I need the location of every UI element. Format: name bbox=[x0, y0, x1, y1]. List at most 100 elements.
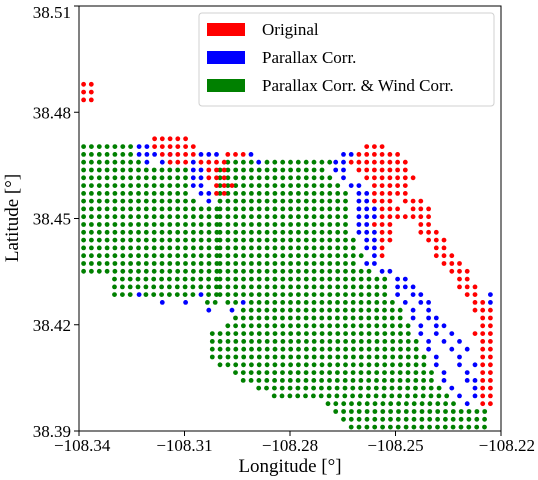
point-parallax bbox=[206, 152, 212, 157]
point-parallax-wind bbox=[280, 354, 286, 360]
point-parallax-wind bbox=[104, 144, 110, 150]
point-parallax-wind bbox=[327, 214, 333, 220]
point-original bbox=[214, 159, 219, 165]
point-parallax-wind bbox=[159, 183, 165, 189]
point-parallax-wind bbox=[128, 198, 134, 204]
point-parallax-wind bbox=[304, 339, 309, 344]
point-parallax-wind bbox=[264, 362, 270, 368]
point-parallax bbox=[248, 152, 254, 157]
point-parallax-wind bbox=[159, 253, 165, 259]
point-parallax-wind bbox=[380, 401, 386, 407]
point-parallax-wind bbox=[382, 331, 388, 336]
point-parallax-wind bbox=[183, 183, 188, 189]
point-parallax bbox=[198, 152, 204, 157]
point-parallax-wind bbox=[303, 175, 309, 181]
point-parallax-wind bbox=[280, 261, 286, 266]
point-parallax-wind bbox=[89, 167, 94, 173]
point-parallax-wind bbox=[159, 198, 165, 204]
point-parallax-wind bbox=[335, 253, 341, 259]
point-original bbox=[159, 136, 165, 142]
point-parallax-wind bbox=[81, 222, 86, 227]
point-parallax-wind bbox=[335, 339, 341, 344]
point-parallax-wind bbox=[358, 339, 364, 344]
point-parallax-wind bbox=[327, 307, 332, 313]
point-parallax-wind bbox=[167, 268, 173, 274]
point-parallax-wind bbox=[335, 292, 341, 297]
point-parallax-wind bbox=[174, 284, 180, 290]
point-parallax-wind bbox=[233, 292, 239, 297]
point-parallax-wind bbox=[335, 268, 341, 274]
point-parallax-wind bbox=[374, 331, 380, 336]
point-parallax-wind bbox=[382, 370, 387, 375]
point-parallax-wind bbox=[272, 214, 278, 220]
x-tick-label: −108.34 bbox=[54, 436, 111, 455]
point-parallax-wind bbox=[482, 416, 487, 422]
point-parallax-wind bbox=[411, 424, 417, 430]
point-original bbox=[206, 159, 212, 165]
point-parallax-wind bbox=[343, 339, 348, 344]
point-parallax-wind bbox=[303, 237, 309, 243]
point-parallax-wind bbox=[233, 245, 239, 251]
point-parallax bbox=[418, 300, 424, 305]
point-parallax-wind bbox=[319, 378, 324, 383]
point-parallax-wind bbox=[198, 237, 204, 243]
point-parallax-wind bbox=[167, 261, 173, 266]
point-parallax-wind bbox=[175, 214, 181, 220]
point-parallax-wind bbox=[256, 370, 262, 375]
point-parallax-wind bbox=[120, 276, 125, 282]
point-parallax-wind bbox=[436, 385, 442, 391]
point-parallax-wind bbox=[175, 229, 181, 235]
point-original bbox=[214, 183, 219, 189]
point-parallax-wind bbox=[335, 370, 340, 375]
point-original bbox=[418, 198, 424, 204]
point-parallax-wind bbox=[256, 300, 262, 305]
point-parallax-wind bbox=[403, 409, 409, 414]
point-parallax-wind bbox=[120, 206, 126, 212]
point-parallax-wind bbox=[413, 385, 418, 391]
point-parallax-wind bbox=[96, 245, 102, 251]
point-parallax-wind bbox=[343, 191, 348, 196]
point-parallax-wind bbox=[350, 268, 356, 274]
point-parallax-wind bbox=[264, 354, 270, 360]
point-parallax-wind bbox=[311, 378, 317, 383]
point-parallax-wind bbox=[405, 362, 411, 368]
point-parallax-wind bbox=[151, 198, 157, 204]
point-parallax-wind bbox=[206, 206, 212, 212]
point-parallax bbox=[136, 144, 142, 150]
point-parallax-wind bbox=[256, 222, 262, 227]
point-parallax-wind bbox=[303, 206, 309, 212]
point-parallax-wind bbox=[104, 253, 110, 259]
point-parallax-wind bbox=[212, 300, 218, 305]
point-parallax-wind bbox=[136, 183, 141, 189]
point-parallax-wind bbox=[233, 331, 239, 336]
point-parallax-wind bbox=[327, 245, 333, 251]
point-original bbox=[221, 183, 227, 189]
point-parallax-wind bbox=[325, 401, 331, 407]
point-parallax-wind bbox=[151, 175, 157, 181]
point-parallax-wind bbox=[249, 214, 254, 220]
point-parallax-wind bbox=[280, 253, 286, 259]
point-original bbox=[457, 276, 462, 282]
point-parallax-wind bbox=[303, 307, 309, 313]
point-parallax bbox=[144, 159, 150, 165]
point-original bbox=[480, 354, 486, 360]
point-parallax-wind bbox=[240, 378, 246, 383]
point-parallax bbox=[190, 167, 196, 173]
point-parallax-wind bbox=[413, 354, 419, 360]
point-parallax-wind bbox=[225, 261, 231, 266]
point-parallax-wind bbox=[272, 362, 278, 368]
point-parallax-wind bbox=[466, 424, 472, 430]
point-parallax bbox=[206, 307, 212, 313]
point-parallax-wind bbox=[442, 424, 448, 430]
point-parallax-wind bbox=[256, 331, 262, 336]
point-parallax-wind bbox=[183, 175, 188, 181]
point-parallax-wind bbox=[206, 292, 212, 297]
point-parallax-wind bbox=[217, 346, 223, 352]
point-parallax-wind bbox=[390, 331, 396, 336]
point-parallax-wind bbox=[403, 416, 409, 422]
point-parallax-wind bbox=[374, 370, 380, 375]
point-parallax-wind bbox=[373, 385, 379, 391]
point-parallax-wind bbox=[120, 284, 125, 290]
point-parallax-wind bbox=[233, 214, 239, 220]
